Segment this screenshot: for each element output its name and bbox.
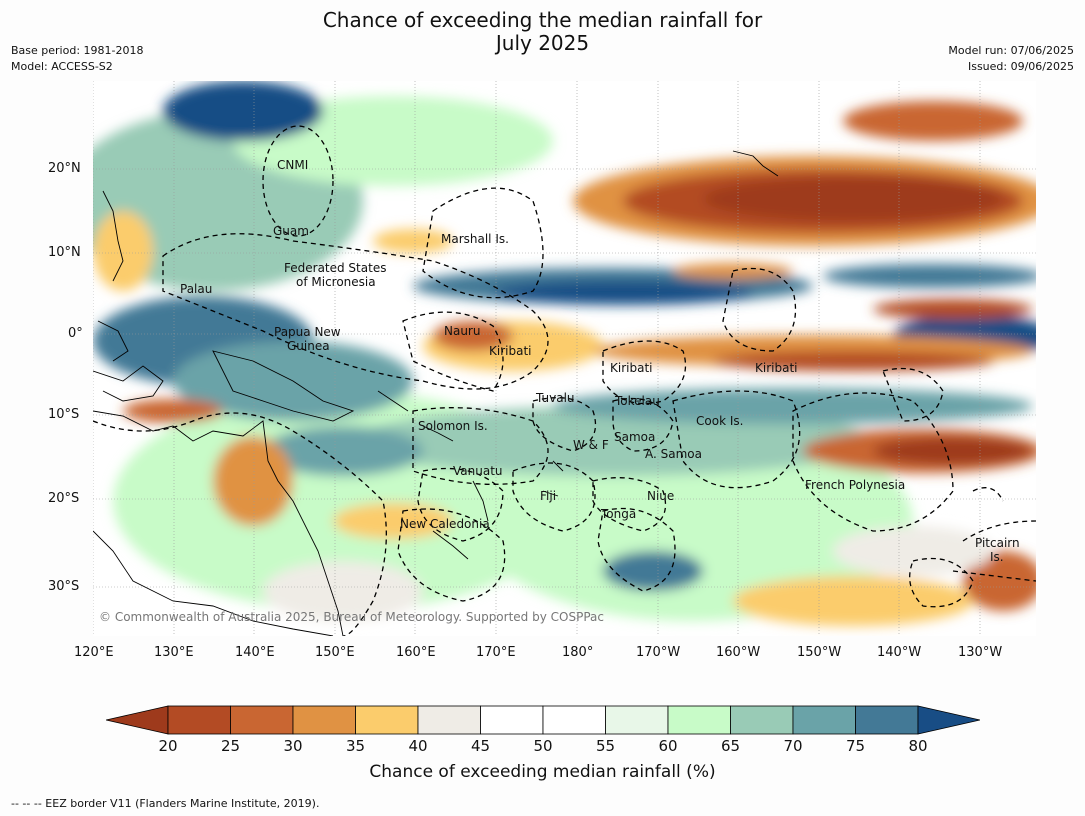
eez-footnote: -- -- -- EEZ border V11 (Flanders Marine… [11, 797, 320, 810]
label-kiribati-west: Kiribati [489, 344, 532, 358]
colorbar-tick-label: 50 [533, 737, 553, 755]
label-tokelau: Tokelau [615, 394, 660, 408]
label-fiji: Fiji [540, 489, 557, 503]
lon-label-130w: 130°W [958, 645, 1003, 660]
colorbar-tick-label: 25 [220, 737, 241, 755]
lon-label-150e: 150°E [315, 645, 355, 660]
colorbar-segment [730, 705, 794, 735]
label-new-caledonia: New Caledonia [400, 517, 490, 531]
lon-label-130e: 130°E [154, 645, 194, 660]
label-tonga: Tonga [601, 507, 637, 521]
colorbar-segment [480, 705, 544, 735]
label-png-line2: Guinea [287, 339, 330, 353]
label-nauru: Nauru [444, 324, 481, 338]
colorbar-extend-low [106, 705, 169, 735]
colorbar-tick-label: 55 [595, 737, 616, 755]
label-fsm-line1: Federated States [284, 261, 387, 275]
lon-label-140w: 140°W [877, 645, 922, 660]
model-text: Model: ACCESS-S2 [11, 60, 113, 73]
lat-label-20n: 20°N [48, 161, 81, 176]
colorbar-segment [230, 705, 294, 735]
label-kiribati-central: Kiribati [610, 361, 653, 375]
graticule [93, 81, 1036, 636]
colorbar-tick-label: 60 [658, 737, 678, 755]
base-period-text: Base period: 1981-2018 [11, 44, 144, 57]
lon-label-170w: 170°W [636, 645, 681, 660]
label-samoa: Samoa [614, 430, 656, 444]
chart-title-line2: July 2025 [495, 31, 590, 55]
label-a-samoa: A. Samoa [645, 447, 702, 461]
lat-label-10s: 10°S [48, 407, 80, 422]
model-run-text: Model run: 07/06/2025 [948, 44, 1074, 57]
colorbar-tick-label: 40 [408, 737, 428, 755]
lon-label-180: 180° [562, 645, 594, 660]
colorbar-extend-high [917, 705, 980, 735]
colorbar-segment [417, 705, 481, 735]
lon-label-160e: 160°E [396, 645, 436, 660]
label-french-polynesia: French Polynesia [805, 478, 906, 492]
lon-label-150w: 150°W [797, 645, 842, 660]
label-cook-is: Cook Is. [696, 414, 744, 428]
label-pitcairn-line1: Pitcairn [975, 536, 1020, 550]
label-w-and-f: W & F [573, 438, 609, 452]
colorbar-tick-label: 20 [158, 737, 178, 755]
colorbar-segment [792, 705, 856, 735]
label-vanuatu: Vanuatu [453, 464, 503, 478]
issued-text: Issued: 09/06/2025 [967, 60, 1074, 73]
lat-label-10n: 10°N [48, 245, 81, 260]
lon-label-120e: 120°E [74, 645, 114, 660]
map-canvas [93, 81, 1036, 636]
colorbar-tick-label: 75 [845, 737, 866, 755]
colorbar-segment [167, 705, 231, 735]
label-png-line1: Papua New [274, 325, 341, 339]
lon-label-160w: 160°W [716, 645, 761, 660]
label-solomon-is: Solomon Is. [418, 419, 488, 433]
label-pitcairn-line2: Is. [990, 550, 1004, 564]
colorbar-segment [542, 705, 606, 735]
colorbar-tick-label: 70 [783, 737, 803, 755]
colorbar-segment [355, 705, 419, 735]
rainfall-map: CNMI Guam Marshall Is. Federated States … [93, 81, 1036, 636]
colorbar [106, 705, 980, 735]
copyright-notice: © Commonwealth of Australia 2025, Bureau… [99, 610, 604, 624]
lat-label-30s: 30°S [48, 579, 80, 594]
lon-label-170e: 170°E [476, 645, 516, 660]
lat-label-20s: 20°S [48, 491, 80, 506]
colorbar-tick-label: 65 [720, 737, 741, 755]
colorbar-tick-label: 80 [908, 737, 928, 755]
label-tuvalu: Tuvalu [536, 391, 575, 405]
chart-title-line1: Chance of exceeding the median rainfall … [322, 8, 763, 32]
colorbar-tick-label: 35 [345, 737, 366, 755]
colorbar-segment [605, 705, 669, 735]
label-marshall-is: Marshall Is. [441, 232, 509, 246]
colorbar-segment [855, 705, 919, 735]
colorbar-segment [292, 705, 356, 735]
label-palau: Palau [180, 282, 213, 296]
label-kiribati-east: Kiribati [755, 361, 798, 375]
eez-borders [93, 125, 1036, 636]
lon-label-140e: 140°E [235, 645, 275, 660]
rainfall-field [93, 81, 1036, 626]
colorbar-title: Chance of exceeding median rainfall (%) [369, 762, 716, 782]
label-niue: Niue [647, 489, 675, 503]
lat-label-0: 0° [68, 326, 83, 341]
label-fsm-line2: of Micronesia [296, 275, 376, 289]
colorbar-tick-label: 45 [470, 737, 491, 755]
label-cnmi: CNMI [277, 158, 309, 172]
colorbar-segment [667, 705, 731, 735]
coastlines [93, 150, 779, 636]
colorbar-tick-label: 30 [283, 737, 303, 755]
label-guam: Guam [273, 224, 309, 238]
